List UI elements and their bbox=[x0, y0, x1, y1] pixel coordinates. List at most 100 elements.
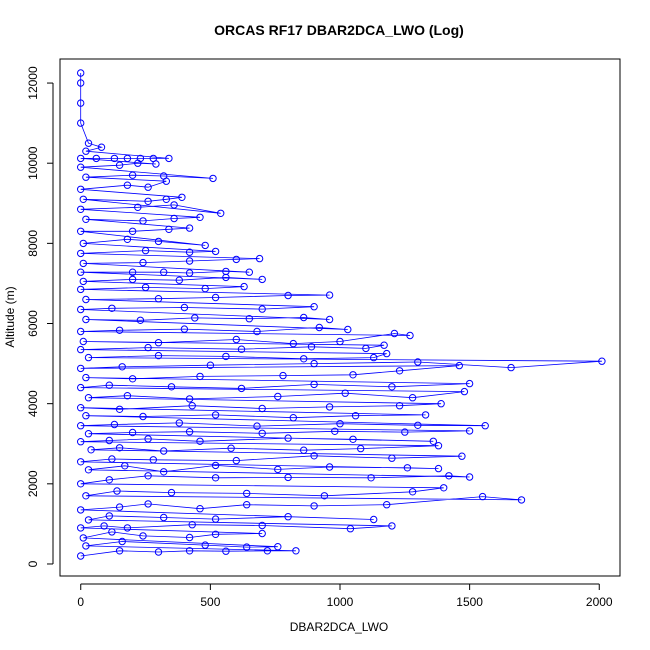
data-point bbox=[196, 505, 204, 513]
data-point bbox=[154, 351, 163, 360]
data-point bbox=[134, 203, 142, 212]
data-point bbox=[79, 239, 88, 248]
data-point bbox=[211, 530, 220, 538]
data-point bbox=[408, 394, 417, 402]
data-point bbox=[245, 315, 254, 323]
data-point bbox=[300, 446, 308, 454]
data-point bbox=[115, 503, 124, 511]
data-point bbox=[349, 371, 357, 379]
data-point bbox=[77, 227, 85, 236]
data-point bbox=[185, 224, 194, 232]
data-point bbox=[115, 405, 124, 413]
data-point bbox=[437, 400, 445, 408]
y-tick-label: 10000 bbox=[26, 146, 40, 180]
data-point bbox=[77, 205, 85, 214]
data-point bbox=[201, 284, 209, 293]
data-point bbox=[370, 353, 378, 362]
data-point bbox=[84, 466, 93, 474]
data-point bbox=[79, 277, 88, 286]
data-point bbox=[310, 303, 318, 311]
data-point bbox=[455, 361, 463, 370]
data-point bbox=[421, 411, 430, 419]
data-point bbox=[279, 371, 287, 380]
data-point bbox=[108, 304, 116, 312]
data-point bbox=[232, 335, 241, 344]
data-point bbox=[105, 476, 114, 484]
data-point bbox=[139, 217, 147, 225]
data-point bbox=[598, 357, 606, 365]
data-point bbox=[258, 429, 266, 437]
data-point bbox=[209, 174, 217, 183]
data-point bbox=[445, 472, 453, 480]
data-point bbox=[82, 215, 90, 224]
data-point bbox=[284, 473, 292, 482]
data-point bbox=[237, 345, 246, 353]
data-point bbox=[123, 524, 132, 532]
data-point bbox=[465, 379, 474, 388]
data-point bbox=[222, 352, 230, 361]
data-point bbox=[341, 389, 349, 397]
data-point bbox=[390, 329, 399, 338]
data-point bbox=[289, 339, 297, 348]
data-point bbox=[170, 201, 178, 209]
data-point bbox=[310, 380, 318, 389]
data-point bbox=[77, 552, 85, 560]
data-point bbox=[292, 547, 300, 555]
data-point bbox=[110, 154, 119, 163]
data-point bbox=[307, 343, 316, 351]
data-point bbox=[201, 241, 209, 250]
data-point bbox=[128, 375, 137, 383]
x-tick-label: 500 bbox=[200, 595, 220, 609]
data-point bbox=[414, 421, 422, 429]
data-point bbox=[232, 456, 241, 465]
data-point bbox=[245, 268, 254, 276]
data-point bbox=[149, 154, 158, 163]
data-point bbox=[351, 412, 360, 420]
data-point bbox=[123, 181, 132, 189]
data-point bbox=[310, 502, 318, 510]
data-point bbox=[84, 516, 93, 524]
data-point bbox=[144, 183, 152, 191]
data-point bbox=[77, 327, 85, 336]
data-point bbox=[128, 268, 137, 276]
data-point bbox=[77, 163, 85, 171]
data-point bbox=[84, 139, 93, 147]
data-point bbox=[331, 427, 339, 435]
data-point bbox=[284, 291, 292, 300]
data-point bbox=[211, 247, 220, 256]
data-point bbox=[507, 363, 515, 372]
data-point bbox=[185, 395, 194, 403]
data-point bbox=[255, 254, 264, 263]
data-point bbox=[144, 435, 152, 443]
data-point bbox=[380, 341, 388, 349]
data-point bbox=[136, 154, 145, 163]
data-point bbox=[211, 461, 220, 470]
data-point bbox=[154, 548, 163, 556]
data-point bbox=[87, 446, 95, 454]
data-point bbox=[160, 468, 168, 476]
data-point bbox=[222, 547, 230, 555]
data-point bbox=[253, 422, 261, 430]
data-point bbox=[185, 428, 194, 436]
data-point bbox=[478, 492, 487, 501]
data-point bbox=[403, 464, 412, 472]
data-point bbox=[243, 501, 251, 509]
data-point bbox=[77, 506, 85, 514]
data-point bbox=[320, 492, 329, 500]
data-point bbox=[383, 501, 391, 509]
data-point bbox=[325, 463, 334, 471]
data-point bbox=[77, 99, 85, 107]
data-point bbox=[185, 248, 194, 256]
data-point bbox=[185, 269, 194, 277]
data-point bbox=[517, 496, 526, 504]
data-point bbox=[77, 383, 85, 392]
data-point bbox=[310, 359, 318, 368]
data-point bbox=[263, 547, 272, 555]
data-point bbox=[115, 444, 124, 452]
data-point bbox=[77, 154, 85, 163]
data-point bbox=[196, 437, 204, 445]
data-point bbox=[167, 488, 176, 497]
data-point bbox=[77, 249, 85, 258]
data-point bbox=[395, 367, 404, 375]
